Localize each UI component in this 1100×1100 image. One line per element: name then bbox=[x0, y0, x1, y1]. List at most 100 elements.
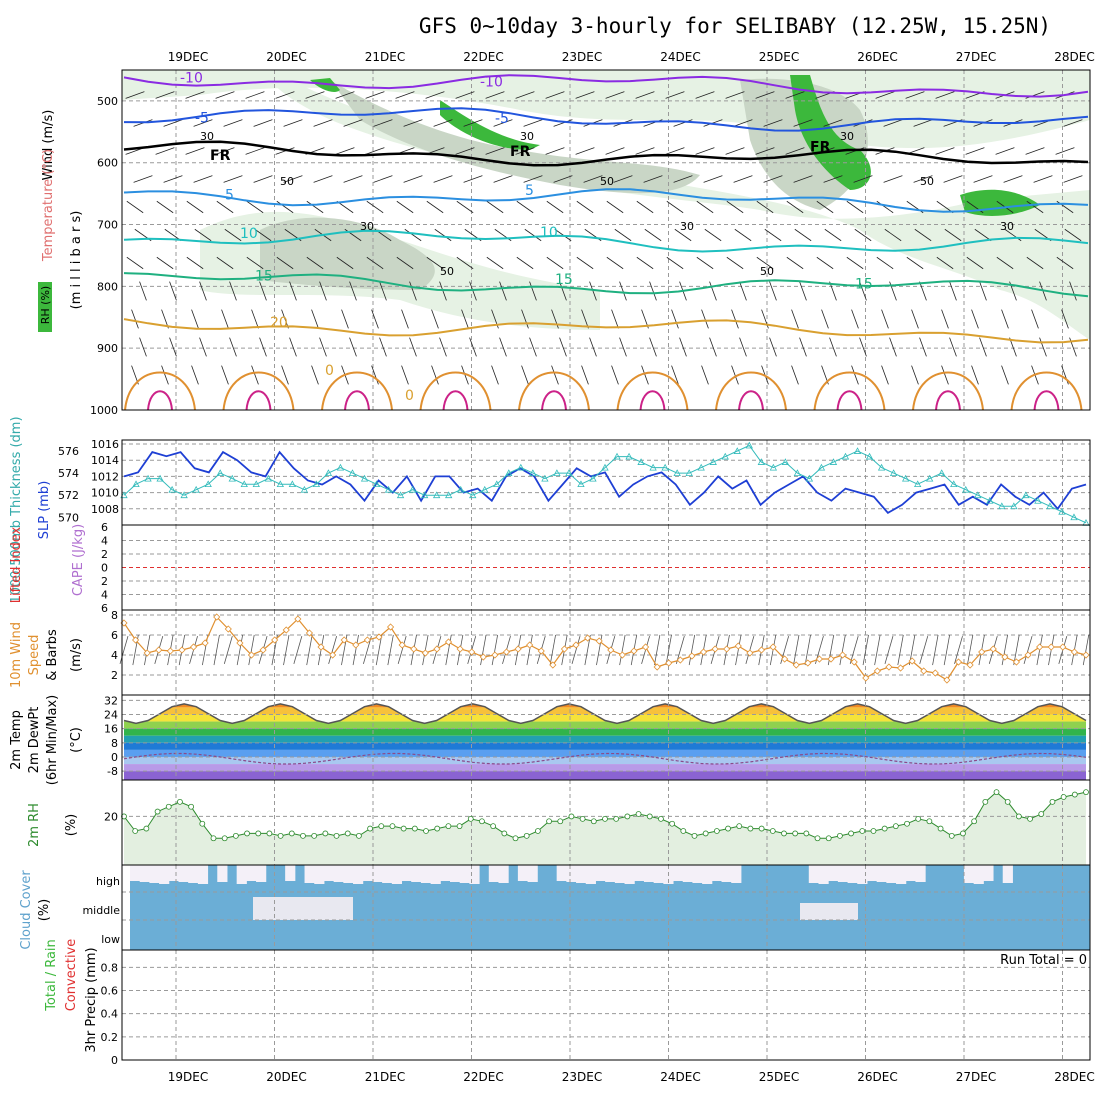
wind-speed-point bbox=[363, 636, 371, 644]
panel-y-label: Lifted Index bbox=[9, 526, 24, 603]
thickness-point bbox=[1046, 502, 1054, 510]
top-day-labels: 19DEC 20DEC 21DEC 22DEC 23DEC 24DEC 25DEC 26DEC… bbox=[168, 50, 1095, 64]
thickness-point bbox=[324, 469, 333, 477]
thickness-point bbox=[300, 485, 309, 493]
temp-tick-label: 32 bbox=[104, 694, 118, 707]
wind-speed-point bbox=[781, 655, 789, 663]
wind-barb bbox=[1026, 200, 1044, 214]
wind-barb bbox=[635, 147, 655, 155]
wind-barb bbox=[944, 228, 962, 242]
cloud-high-bar bbox=[556, 865, 567, 881]
wind-barb bbox=[281, 365, 289, 385]
wind-barb bbox=[379, 337, 387, 357]
wind-barb bbox=[943, 175, 963, 183]
temp-band bbox=[124, 728, 1086, 736]
wind-barb bbox=[289, 281, 297, 301]
pressure-tick-label: 900 bbox=[97, 342, 118, 355]
rh-shade-mid bbox=[260, 217, 435, 290]
rh-point bbox=[602, 815, 608, 822]
wind-tick-label: 8 bbox=[111, 609, 118, 622]
wind-barb bbox=[883, 119, 903, 127]
wind-speed-point bbox=[560, 645, 568, 653]
cloud-high-bar bbox=[401, 865, 412, 881]
cloud-high-bar bbox=[876, 865, 887, 882]
cloud-high-bar bbox=[614, 865, 626, 883]
rh-point bbox=[356, 832, 362, 839]
wind-barb bbox=[799, 281, 807, 301]
wind-barb bbox=[581, 365, 589, 385]
rh-contour-label: 50 bbox=[920, 175, 934, 188]
wind-barb bbox=[515, 91, 535, 99]
wind-barb bbox=[911, 365, 919, 385]
isotherm-label: 5 bbox=[225, 187, 234, 203]
cloud-high-bar bbox=[391, 865, 403, 884]
temp-band bbox=[124, 749, 1086, 757]
wind10m-barb bbox=[352, 634, 359, 666]
wind-barb bbox=[1031, 309, 1039, 329]
rh-point bbox=[870, 828, 877, 834]
wind10m-barb bbox=[932, 634, 939, 666]
rh-point bbox=[333, 832, 340, 839]
surface-contour bbox=[912, 371, 984, 411]
wind10m-barb bbox=[619, 634, 626, 666]
wind-barb bbox=[524, 228, 542, 242]
wind-barb bbox=[133, 175, 153, 183]
wind-barb bbox=[576, 200, 594, 214]
slp-line bbox=[123, 450, 1087, 515]
thickness-point bbox=[841, 452, 850, 460]
rh-point bbox=[188, 803, 195, 810]
wind-barb bbox=[583, 175, 603, 183]
wind-barb bbox=[224, 228, 242, 242]
wind-barb bbox=[785, 91, 805, 99]
wind10m-barb bbox=[223, 636, 233, 664]
slp-tick-label: 1014 bbox=[91, 454, 119, 467]
wind-barb bbox=[186, 256, 204, 270]
thickness-point bbox=[420, 491, 429, 499]
panel-y-labels: Wind (m/s)Temperature (°C) RH (%) (m i l l… bbox=[9, 110, 99, 1053]
thickness-point bbox=[192, 485, 200, 493]
wind-barb bbox=[1056, 256, 1074, 270]
rh-point bbox=[378, 823, 385, 830]
wind-barb bbox=[199, 337, 207, 357]
isotherm-label: 10 bbox=[240, 226, 258, 242]
wind-barb bbox=[191, 309, 199, 329]
wind-speed-point bbox=[642, 643, 650, 651]
isotherm-line bbox=[123, 140, 1089, 167]
wind10m-barb bbox=[549, 634, 556, 666]
wind-barb bbox=[666, 256, 684, 270]
wind-speed-point bbox=[189, 643, 198, 651]
wind10m-barb bbox=[688, 634, 696, 666]
thickness-point bbox=[432, 491, 441, 499]
wind-barb bbox=[1033, 175, 1053, 183]
rh-contour-label: 50 bbox=[600, 175, 614, 188]
wind-barb bbox=[396, 256, 414, 270]
wind-barb bbox=[643, 175, 663, 183]
wind-speed-point bbox=[456, 645, 464, 653]
panel-y-label: CAPE (J/kg) bbox=[71, 524, 86, 596]
wind-barb bbox=[731, 365, 739, 385]
thickness-point bbox=[384, 485, 393, 493]
wind-barb bbox=[1055, 147, 1075, 155]
thickness-point bbox=[625, 452, 633, 460]
cloud-high-bar bbox=[653, 865, 664, 883]
rh-point bbox=[400, 825, 407, 832]
wind10m-barb bbox=[654, 634, 661, 666]
wind-barb bbox=[485, 147, 505, 155]
wind-barb bbox=[949, 281, 957, 301]
wind-barb bbox=[493, 175, 513, 183]
surface-contour bbox=[518, 371, 590, 411]
cloud-high-bar bbox=[983, 865, 994, 881]
cloud-level-label: low bbox=[101, 933, 120, 946]
cloud-high-bar bbox=[702, 865, 713, 884]
wind-barb bbox=[679, 337, 687, 357]
wind-barb bbox=[185, 147, 205, 155]
thickness-point bbox=[264, 474, 272, 482]
cloud-high-bar bbox=[711, 865, 723, 881]
wind-barb bbox=[889, 337, 897, 357]
wind-speed-point bbox=[618, 651, 626, 659]
wind-speed-point bbox=[896, 664, 905, 672]
thickness-point bbox=[517, 463, 525, 471]
wind-barb bbox=[403, 119, 423, 127]
cloud-high-bar bbox=[149, 865, 160, 883]
wind-barb bbox=[306, 256, 324, 270]
